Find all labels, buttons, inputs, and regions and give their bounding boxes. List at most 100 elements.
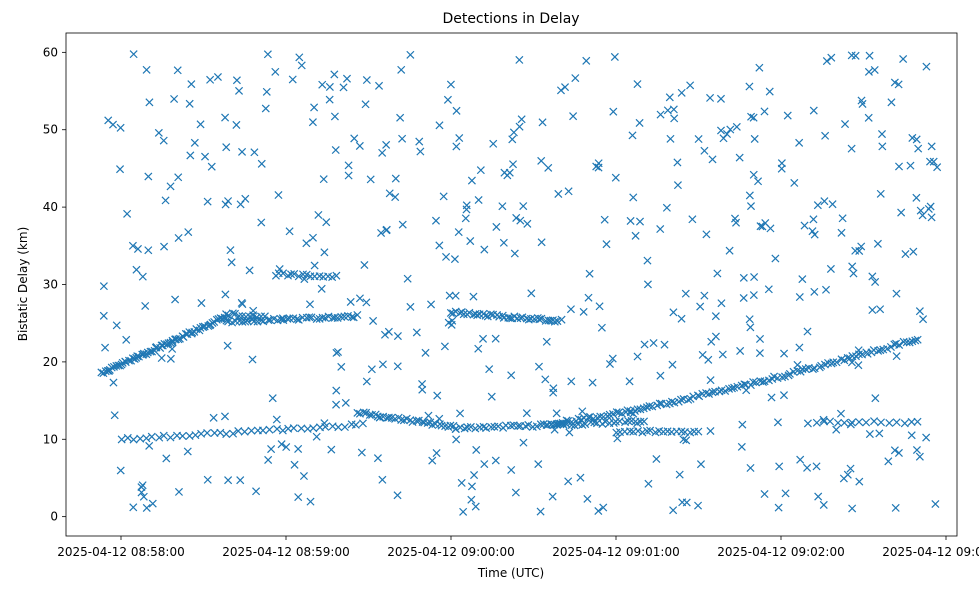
detection-point [840, 356, 849, 365]
detection-point [257, 159, 266, 168]
detection-point [170, 94, 179, 103]
detection-point [843, 470, 852, 479]
detection-point [332, 400, 341, 409]
detection-point [808, 365, 817, 374]
detection-point [287, 270, 296, 279]
detection-point [470, 471, 479, 480]
detection-point [783, 111, 792, 120]
detection-point [624, 416, 633, 425]
detection-point [99, 282, 108, 291]
detection-point [209, 413, 218, 422]
detection-point [238, 147, 247, 156]
detection-point [738, 420, 747, 429]
detection-point [832, 358, 841, 367]
detection-point [875, 429, 884, 438]
detection-point [878, 142, 887, 151]
detection-point [476, 166, 485, 175]
detection-point [854, 361, 863, 370]
detection-point [747, 112, 756, 121]
detection-point [159, 431, 168, 440]
detection-point [656, 371, 665, 380]
detection-point [378, 475, 387, 484]
detection-point [221, 200, 230, 209]
x-axis: 2025-04-12 08:58:00 2025-04-12 08:59:00 20… [57, 536, 979, 559]
detection-point [739, 273, 748, 282]
detection-point [510, 249, 519, 258]
detection-point [809, 215, 818, 224]
detection-point [174, 173, 183, 182]
detection-point [914, 144, 923, 153]
detection-point [829, 358, 838, 367]
detection-point [278, 426, 287, 435]
detection-point [793, 360, 802, 369]
detection-point [221, 113, 230, 122]
detection-point [277, 440, 286, 449]
detection-point [749, 291, 758, 300]
detection-point [812, 418, 821, 427]
detection-point [727, 384, 737, 393]
detection-point [626, 408, 635, 417]
detection-point [694, 427, 703, 436]
detection-point [669, 506, 678, 515]
x-tick-label: 2025-04-12 09:03:00 [882, 545, 979, 559]
detection-point [485, 365, 494, 374]
detection-point [101, 343, 110, 352]
detection-point [907, 417, 916, 426]
detection-point [702, 230, 711, 239]
y-tick-label: 60 [43, 45, 58, 59]
detection-point [137, 488, 146, 497]
detection-point [927, 142, 936, 151]
detection-point [765, 87, 774, 96]
detection-point [642, 427, 651, 436]
detection-point [116, 466, 125, 475]
detection-point [796, 455, 805, 464]
detection-point [412, 416, 421, 425]
detection-point [865, 51, 874, 60]
detection-point [144, 246, 153, 255]
detection-point [155, 433, 164, 442]
detection-point [272, 415, 281, 424]
detection-point [821, 131, 830, 140]
detection-point [248, 355, 257, 364]
detection-point [609, 107, 618, 116]
detection-point [178, 431, 187, 441]
detection-point [319, 175, 328, 184]
detection-point [506, 314, 515, 323]
detection-point [133, 352, 142, 361]
detection-point [138, 481, 147, 490]
detection-point [173, 66, 182, 75]
detection-point [847, 358, 856, 367]
detection-point [292, 315, 301, 324]
detection-point [325, 82, 334, 91]
detection-point [524, 420, 533, 429]
detection-point [406, 50, 415, 59]
detection-point [516, 216, 525, 225]
detection-point [378, 148, 387, 157]
detection-point [629, 409, 638, 418]
detection-point [377, 228, 386, 237]
detection-point [730, 214, 740, 223]
detection-point [625, 377, 634, 386]
detection-point [549, 384, 558, 393]
detection-point [564, 187, 573, 196]
detection-point [795, 138, 804, 147]
detection-point [129, 435, 138, 444]
detection-point [638, 428, 647, 437]
detection-point [925, 157, 935, 166]
detection-point [706, 426, 715, 436]
detection-point [907, 431, 916, 440]
detection-point [564, 477, 573, 486]
detection-point [877, 130, 887, 139]
detection-point [264, 455, 273, 464]
detection-point [446, 421, 455, 430]
detection-point [148, 499, 157, 508]
detection-point [236, 476, 245, 485]
detection-point [599, 503, 608, 512]
detection-point [670, 114, 679, 123]
detection-point [819, 500, 828, 509]
detection-point [669, 308, 678, 317]
detection-point [809, 106, 818, 115]
detection-point [633, 80, 642, 89]
detection-point [431, 216, 441, 225]
detection-point [702, 389, 711, 398]
